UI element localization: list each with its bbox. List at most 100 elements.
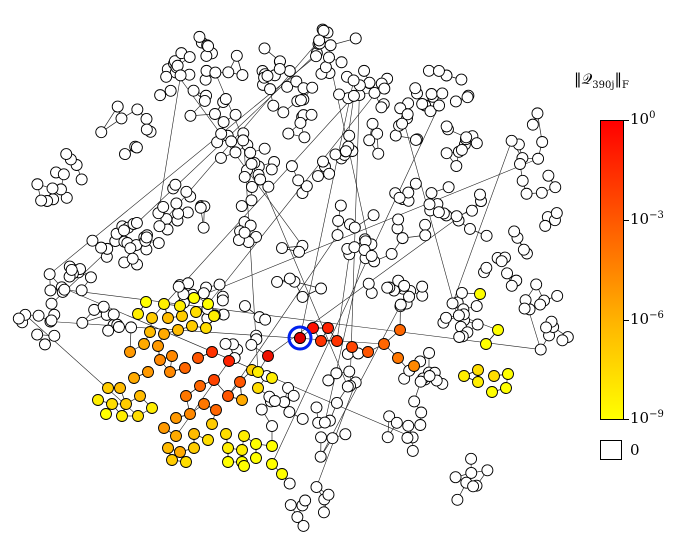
graph-node-colored (500, 382, 512, 394)
graph-node (526, 118, 539, 131)
graph-node (157, 200, 170, 213)
graph-node-colored (472, 364, 484, 376)
graph-node (86, 234, 99, 247)
graph-node (343, 129, 356, 142)
graph-node (423, 198, 436, 211)
graph-node (540, 321, 553, 334)
graph-node (460, 131, 473, 144)
graph-node-colored (128, 372, 140, 384)
graph-node (281, 80, 294, 93)
graph-node (283, 65, 296, 77)
graph-node (283, 406, 296, 419)
graph-node-colored (474, 288, 486, 300)
graph-node (294, 117, 307, 129)
graph-node (75, 173, 88, 186)
graph-node (551, 289, 564, 302)
graph-node (198, 94, 211, 107)
graph-node (415, 406, 428, 419)
graph-node (310, 50, 322, 63)
graph-edge (336, 254, 350, 342)
graph-node-colored (236, 444, 248, 456)
graph-node (323, 167, 336, 180)
graph-node (520, 187, 533, 200)
graph-node (267, 99, 280, 112)
graph-node (465, 452, 478, 465)
graph-node (550, 207, 563, 219)
graph-node (284, 499, 297, 511)
graph-node-colored (206, 346, 218, 358)
graph-node (422, 64, 435, 77)
graph-node-colored (202, 298, 214, 310)
graph-node (75, 284, 88, 297)
graph-node-colored (114, 382, 126, 394)
graph-node (299, 494, 312, 507)
network-graph (12, 23, 574, 532)
graph-node (474, 188, 486, 201)
graph-node-colored (180, 390, 192, 402)
graph-node (423, 347, 436, 359)
graph-node-colored (186, 320, 198, 332)
graph-node (296, 290, 309, 303)
graph-node (124, 242, 137, 255)
graph-node-colored (190, 306, 202, 318)
graph-node-colored (132, 410, 144, 422)
graph-edge (267, 200, 482, 357)
graph-node (534, 298, 547, 311)
graph-node (532, 152, 545, 165)
graph-node (450, 160, 463, 172)
graph-node (425, 88, 438, 100)
graph-node (140, 231, 153, 244)
graph-node (225, 135, 238, 148)
graph-node-colored (166, 454, 178, 466)
graph-node (363, 134, 376, 147)
graph-node-colored (92, 394, 104, 406)
graph-node-colored (480, 338, 492, 350)
graph-node (383, 410, 396, 423)
graph-node-colored (252, 366, 264, 378)
colorbar-tick-label: 10−6 (630, 310, 664, 328)
graph-node-colored (158, 298, 170, 310)
graph-node (339, 145, 352, 158)
graph-node (310, 401, 323, 414)
graph-node-colored (362, 346, 374, 358)
graph-node-colored (234, 376, 246, 388)
graph-node (287, 389, 300, 402)
graph-node (310, 481, 323, 494)
graph-node (60, 191, 73, 204)
graph-node (300, 180, 313, 193)
graph-node (297, 519, 310, 532)
graph-node-colored (194, 380, 206, 392)
graph-node-colored (250, 452, 262, 464)
graph-node (385, 248, 398, 260)
graph-node (200, 50, 213, 62)
graph-node (95, 241, 108, 254)
graph-node-colored (394, 324, 406, 336)
graph-node (140, 123, 153, 136)
graph-node-colored (392, 352, 404, 364)
graph-node (259, 313, 272, 326)
graph-node (140, 113, 153, 125)
graph-node-colored (223, 355, 235, 367)
graph-node-colored (120, 398, 132, 410)
graph-node (530, 278, 543, 291)
graph-node (539, 219, 552, 232)
graph-node-colored (222, 442, 234, 454)
graph-node (57, 168, 70, 181)
graph-node-colored (252, 382, 264, 394)
graph-node (323, 51, 335, 64)
graph-node-colored (144, 326, 156, 338)
graph-node (172, 207, 185, 220)
graph-node (45, 314, 58, 327)
graph-node (197, 221, 210, 234)
graph-node (35, 194, 48, 207)
graph-node-colored (458, 370, 470, 382)
colorbar-tick-label: 10−3 (630, 210, 664, 228)
graph-node (184, 109, 197, 122)
graph-node (230, 49, 243, 62)
graph-node (452, 309, 465, 322)
colorbar-tick (624, 419, 629, 420)
graph-node (424, 105, 437, 118)
graph-node (455, 73, 468, 86)
graph-node-colored (152, 340, 164, 352)
graph-node (285, 160, 298, 173)
